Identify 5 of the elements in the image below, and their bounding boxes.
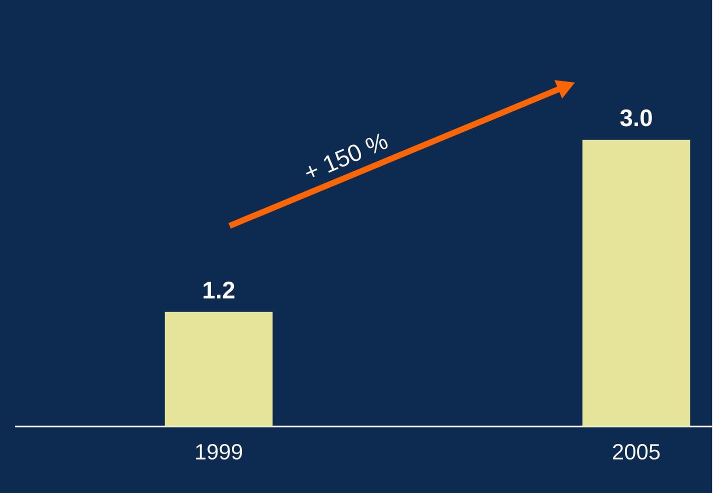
x-tick-label: 1999 <box>196 444 242 460</box>
annotation: + 150 % <box>306 133 388 177</box>
x-tick-label: 2005 <box>613 444 660 460</box>
data-label: 3.0 <box>620 109 652 126</box>
data-label: 1.2 <box>204 281 234 298</box>
